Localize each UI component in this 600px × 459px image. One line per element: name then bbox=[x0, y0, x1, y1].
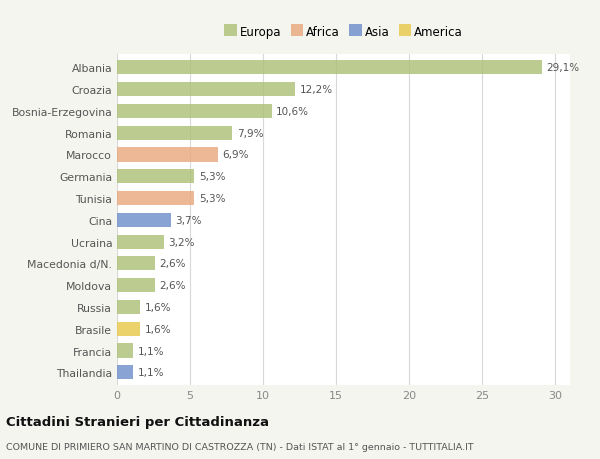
Bar bbox=[117, 235, 164, 249]
Bar bbox=[117, 83, 295, 97]
Bar bbox=[117, 126, 232, 140]
Text: 3,2%: 3,2% bbox=[168, 237, 194, 247]
Text: 2,6%: 2,6% bbox=[160, 280, 186, 291]
Text: 1,6%: 1,6% bbox=[145, 324, 171, 334]
Bar bbox=[117, 279, 155, 293]
Bar bbox=[117, 257, 155, 271]
Text: 3,7%: 3,7% bbox=[175, 215, 202, 225]
Text: COMUNE DI PRIMIERO SAN MARTINO DI CASTROZZA (TN) - Dati ISTAT al 1° gennaio - TU: COMUNE DI PRIMIERO SAN MARTINO DI CASTRO… bbox=[6, 442, 473, 451]
Text: 1,1%: 1,1% bbox=[137, 368, 164, 377]
Text: 7,9%: 7,9% bbox=[237, 129, 263, 138]
Bar bbox=[117, 170, 194, 184]
Text: 1,1%: 1,1% bbox=[137, 346, 164, 356]
Legend: Europa, Africa, Asia, America: Europa, Africa, Asia, America bbox=[224, 26, 463, 39]
Bar bbox=[117, 365, 133, 380]
Bar bbox=[117, 61, 542, 75]
Bar bbox=[117, 344, 133, 358]
Text: 6,9%: 6,9% bbox=[222, 150, 249, 160]
Text: 5,3%: 5,3% bbox=[199, 172, 226, 182]
Text: 10,6%: 10,6% bbox=[276, 106, 309, 117]
Bar bbox=[117, 105, 272, 119]
Text: Cittadini Stranieri per Cittadinanza: Cittadini Stranieri per Cittadinanza bbox=[6, 415, 269, 428]
Bar bbox=[117, 300, 140, 314]
Text: 12,2%: 12,2% bbox=[299, 85, 333, 95]
Bar bbox=[117, 322, 140, 336]
Text: 29,1%: 29,1% bbox=[547, 63, 580, 73]
Text: 2,6%: 2,6% bbox=[160, 259, 186, 269]
Bar bbox=[117, 191, 194, 206]
Text: 5,3%: 5,3% bbox=[199, 194, 226, 204]
Bar bbox=[117, 148, 218, 162]
Bar bbox=[117, 213, 171, 227]
Text: 1,6%: 1,6% bbox=[145, 302, 171, 312]
